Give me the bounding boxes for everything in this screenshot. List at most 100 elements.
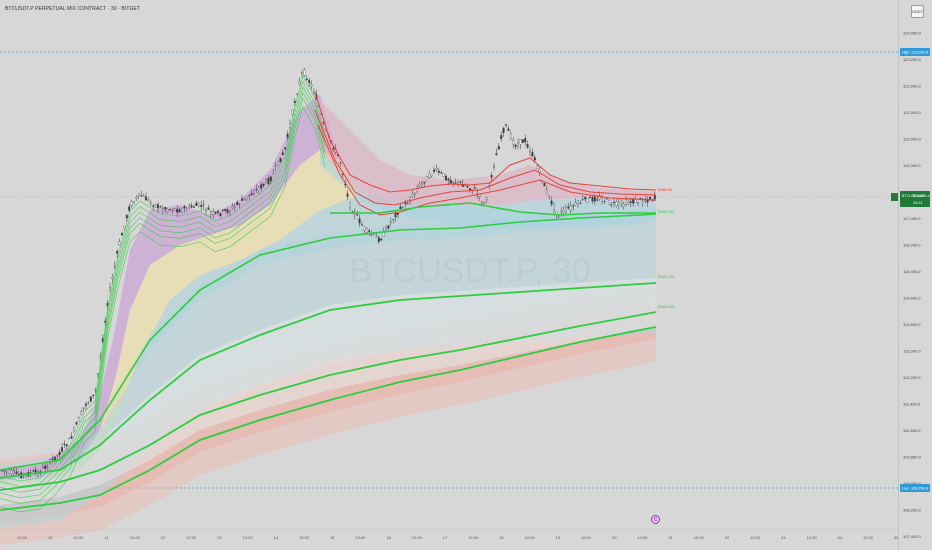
time-tick-label: 12:00 — [73, 535, 84, 540]
candle-body — [164, 207, 167, 210]
candle-body — [332, 148, 335, 150]
candle-body — [147, 198, 150, 201]
candle-body — [171, 210, 174, 212]
time-tick-label: 12:00 — [694, 535, 705, 540]
time-tick-label: 12:00 — [186, 535, 197, 540]
candle-body — [137, 193, 140, 196]
candle-body — [620, 201, 623, 204]
candle-body — [411, 194, 414, 197]
candle-body — [85, 403, 87, 406]
candle-body — [454, 182, 457, 184]
candle-body — [157, 204, 159, 209]
candle-body — [231, 206, 234, 209]
candle-body — [44, 465, 47, 469]
price-tick-label: 109,000.0 — [903, 481, 922, 486]
candle-body — [430, 174, 433, 177]
candle-body — [514, 144, 517, 147]
candle-body — [370, 234, 373, 236]
candle-body — [481, 202, 483, 204]
candle-body — [32, 470, 35, 472]
candle-body — [627, 202, 630, 205]
short-ema-line — [0, 86, 326, 493]
candle-body — [641, 201, 644, 204]
candle-body — [291, 109, 294, 115]
candle-body — [195, 202, 198, 206]
candle-body — [617, 202, 620, 205]
candle-body — [219, 213, 222, 217]
candle-body — [181, 208, 183, 212]
price-tick-label: 108,200.0 — [903, 508, 922, 513]
mid-ema-cloud — [0, 209, 656, 528]
current-price-tag-box — [891, 193, 899, 201]
candle-body — [634, 199, 637, 203]
candle-body — [41, 467, 44, 469]
candle-body — [15, 471, 18, 474]
candle-body — [437, 170, 440, 173]
bear-ema-line — [314, 91, 657, 193]
short-ema-line — [0, 75, 326, 482]
candle-body — [68, 438, 71, 440]
candle-body — [493, 166, 495, 168]
time-tick-label: 13 — [217, 535, 222, 540]
short-ema-line — [0, 80, 326, 487]
candle-body — [565, 207, 567, 212]
candle-body — [176, 208, 179, 213]
currency-unit-button[interactable]: USDT — [911, 5, 924, 18]
candle-body — [356, 214, 359, 216]
candle-body — [260, 184, 263, 189]
candle-body — [262, 183, 265, 186]
candle-body — [406, 203, 409, 205]
candle-body — [224, 209, 227, 211]
candle-body — [644, 200, 647, 202]
candle-body — [610, 204, 613, 206]
candle-body — [452, 181, 455, 183]
candle-body — [637, 202, 639, 204]
candle-body — [303, 69, 306, 76]
candle-body — [579, 202, 582, 204]
candle-body — [375, 236, 378, 238]
candle-body — [349, 201, 351, 209]
candle-body — [8, 469, 11, 474]
time-tick-label: 12:00 — [863, 535, 874, 540]
time-tick-label: 17 — [443, 535, 448, 540]
time-tick-label: 14 — [274, 535, 279, 540]
low-marker-box — [900, 484, 930, 492]
time-tick-label: 12:00 — [468, 535, 479, 540]
time-tick-label: 12:00 — [130, 535, 141, 540]
candle-body — [89, 396, 92, 402]
candle-body — [490, 175, 493, 178]
candle-body — [169, 209, 171, 211]
candle-body — [425, 176, 428, 182]
time-tick-label: 12:00 — [807, 535, 818, 540]
low-marker-value: 108,254.8 — [911, 487, 928, 491]
candle-body — [255, 188, 258, 190]
candle-body — [397, 212, 399, 215]
right-ema-cloud-blue — [320, 150, 656, 228]
candle-body — [572, 205, 575, 207]
candle-body — [591, 196, 594, 202]
candle-body — [526, 144, 529, 148]
bear-ema-cloud — [320, 100, 656, 205]
candle-body — [394, 212, 397, 218]
time-tick-label: 22 — [725, 535, 730, 540]
event-marker-icon[interactable]: C — [651, 515, 660, 524]
candle-body — [13, 470, 15, 472]
candle-body — [557, 215, 560, 218]
candle-body — [253, 193, 255, 195]
candle-body — [202, 204, 205, 206]
candle-body — [613, 202, 615, 204]
candle-body — [250, 193, 253, 196]
candle-body — [435, 168, 438, 170]
price-tick-label: 107,400.0 — [903, 534, 922, 539]
candle-body — [500, 135, 503, 139]
candle-body — [80, 411, 83, 415]
candle-body — [442, 173, 445, 177]
candle-body — [310, 84, 313, 87]
candle-body — [512, 140, 515, 145]
candle-body — [632, 198, 635, 204]
ema-100-line — [0, 213, 657, 471]
candle-body — [221, 209, 224, 211]
candle-body — [524, 138, 527, 143]
